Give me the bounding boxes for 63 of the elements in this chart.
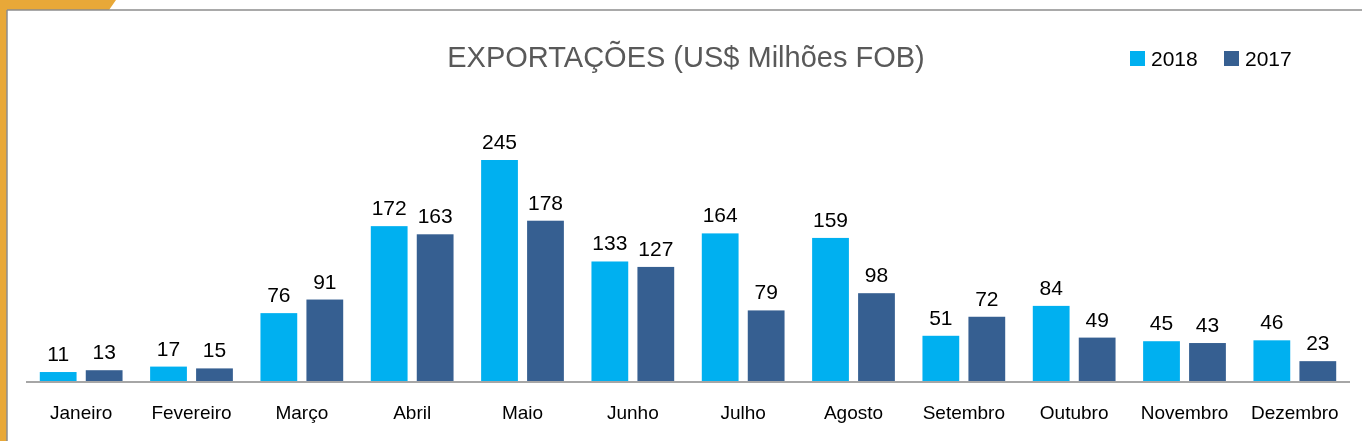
bar bbox=[922, 335, 960, 382]
data-label: 84 bbox=[1039, 275, 1064, 299]
legend-label: 2018 bbox=[1151, 47, 1198, 71]
data-label: 13 bbox=[92, 340, 116, 364]
data-label: 79 bbox=[754, 280, 778, 304]
x-tick-label: Junho bbox=[606, 401, 659, 423]
data-label: 172 bbox=[371, 196, 407, 220]
bar bbox=[1253, 340, 1291, 382]
bar bbox=[701, 233, 739, 382]
x-tick-label: Março bbox=[275, 401, 329, 423]
data-label: 23 bbox=[1306, 331, 1330, 355]
data-label: 98 bbox=[864, 263, 889, 287]
x-tick-label: Novembro bbox=[1140, 401, 1229, 423]
bar bbox=[306, 299, 344, 382]
data-label: 46 bbox=[1260, 310, 1284, 334]
bar bbox=[812, 237, 849, 382]
x-tick-label: Dezembro bbox=[1251, 401, 1339, 423]
chart-title: EXPORTAÇÕES (US$ Milhões FOB) bbox=[447, 40, 925, 74]
bar bbox=[1078, 337, 1116, 382]
data-label: 45 bbox=[1149, 311, 1174, 335]
bar bbox=[85, 370, 123, 382]
bar bbox=[39, 372, 77, 382]
data-label: 15 bbox=[202, 338, 227, 362]
bar bbox=[481, 160, 518, 382]
x-tick-label: Setembro bbox=[922, 401, 1006, 423]
bar bbox=[747, 310, 785, 382]
bar bbox=[637, 266, 675, 382]
data-label: 164 bbox=[702, 203, 739, 227]
bar bbox=[527, 220, 564, 382]
data-label: 51 bbox=[929, 305, 953, 329]
bar bbox=[1032, 305, 1070, 382]
data-label: 159 bbox=[812, 207, 849, 231]
bar bbox=[858, 293, 895, 382]
legend-label: 2017 bbox=[1245, 47, 1292, 71]
x-tick-label: Fevereiro bbox=[151, 401, 232, 423]
bar bbox=[260, 313, 298, 382]
bar bbox=[370, 226, 408, 382]
data-label: 11 bbox=[47, 342, 70, 366]
data-label: 17 bbox=[156, 336, 181, 360]
bar bbox=[150, 366, 187, 382]
data-label: 245 bbox=[481, 130, 518, 153]
data-label: 163 bbox=[417, 204, 453, 228]
data-label: 72 bbox=[975, 286, 999, 310]
bar bbox=[968, 316, 1006, 382]
data-label: 178 bbox=[527, 190, 564, 214]
data-label: 133 bbox=[592, 231, 628, 255]
data-label: 127 bbox=[638, 236, 674, 260]
x-tick-label: Julho bbox=[720, 401, 766, 423]
x-tick-label: Abril bbox=[393, 401, 432, 423]
bar bbox=[196, 368, 233, 382]
x-tick-label: Janeiro bbox=[50, 401, 113, 423]
x-tick-label: Outubro bbox=[1039, 401, 1109, 423]
data-label: 49 bbox=[1085, 307, 1109, 331]
bar bbox=[416, 234, 454, 382]
data-label: 76 bbox=[267, 283, 291, 307]
data-label: 43 bbox=[1195, 313, 1220, 337]
bar bbox=[591, 261, 629, 382]
bar bbox=[1143, 341, 1180, 382]
x-tick-label: Maio bbox=[501, 401, 544, 423]
bar bbox=[1189, 343, 1226, 382]
data-label: 91 bbox=[313, 269, 337, 293]
bar bbox=[1299, 361, 1337, 382]
x-tick-label: Agosto bbox=[823, 401, 884, 423]
